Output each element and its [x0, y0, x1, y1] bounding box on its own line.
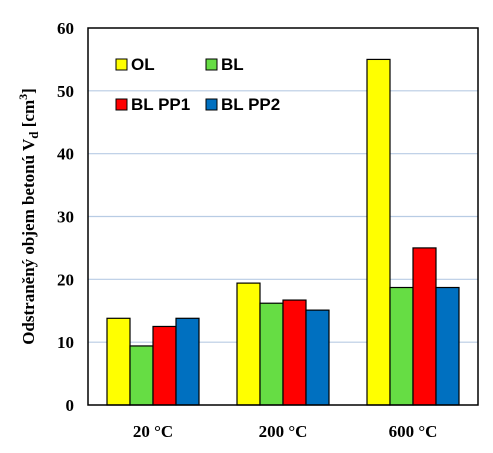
bar-bl-pp2-1: [305, 309, 330, 406]
y-axis-title-main: Odstraněný objem betonú V: [19, 138, 38, 345]
bar-bl-pp2-2: [435, 286, 460, 406]
bar-bl-pp1-2: [412, 247, 437, 406]
legend-swatch: [205, 98, 218, 111]
bar-bl-0: [129, 345, 154, 406]
bar-bl-2: [389, 286, 414, 406]
legend: OL BL BL PP1 BL PP2: [115, 55, 280, 114]
y-axis-title-subscript: d: [26, 131, 41, 139]
x-tick-label: 600 °C: [389, 422, 438, 441]
bar-ol-1: [236, 282, 261, 406]
y-axis-title-unit-superscript: 3: [16, 94, 30, 100]
legend-label: OL: [131, 55, 155, 74]
y-tick-label: 50: [57, 82, 74, 101]
x-axis-ticks: 20 °C 200 °C 600 °C: [133, 422, 438, 441]
legend-label: BL PP1: [131, 95, 190, 114]
bar-ol-2: [366, 58, 391, 406]
y-tick-label: 20: [57, 270, 74, 289]
bar-ol-0: [106, 317, 131, 406]
x-tick-label: 200 °C: [259, 422, 308, 441]
y-tick-label: 0: [66, 396, 75, 415]
legend-swatch: [205, 58, 218, 71]
legend-label: BL PP2: [221, 95, 280, 114]
legend-label: BL: [221, 55, 244, 74]
x-tick-label: 20 °C: [133, 422, 173, 441]
bar-bl-pp1-0: [152, 325, 177, 406]
y-tick-label: 30: [57, 208, 74, 227]
y-axis-title-unit-close: ]: [19, 88, 38, 94]
legend-swatch: [115, 58, 128, 71]
legend-swatch: [115, 98, 128, 111]
bar-bl-pp2-0: [175, 317, 200, 406]
y-axis-title: Odstraněný objem betonú Vd [cm3]: [16, 88, 41, 345]
y-axis-ticks: 0 10 20 30 40 50 60: [57, 19, 74, 415]
plot-area-frame: [87, 27, 479, 406]
bar-bl-1: [259, 302, 284, 406]
y-axis-title-unit-open: [cm: [19, 100, 38, 132]
y-tick-label: 60: [57, 19, 74, 38]
y-tick-label: 10: [57, 333, 74, 352]
y-tick-label: 40: [57, 145, 74, 164]
bar-bl-pp1-1: [282, 299, 307, 406]
